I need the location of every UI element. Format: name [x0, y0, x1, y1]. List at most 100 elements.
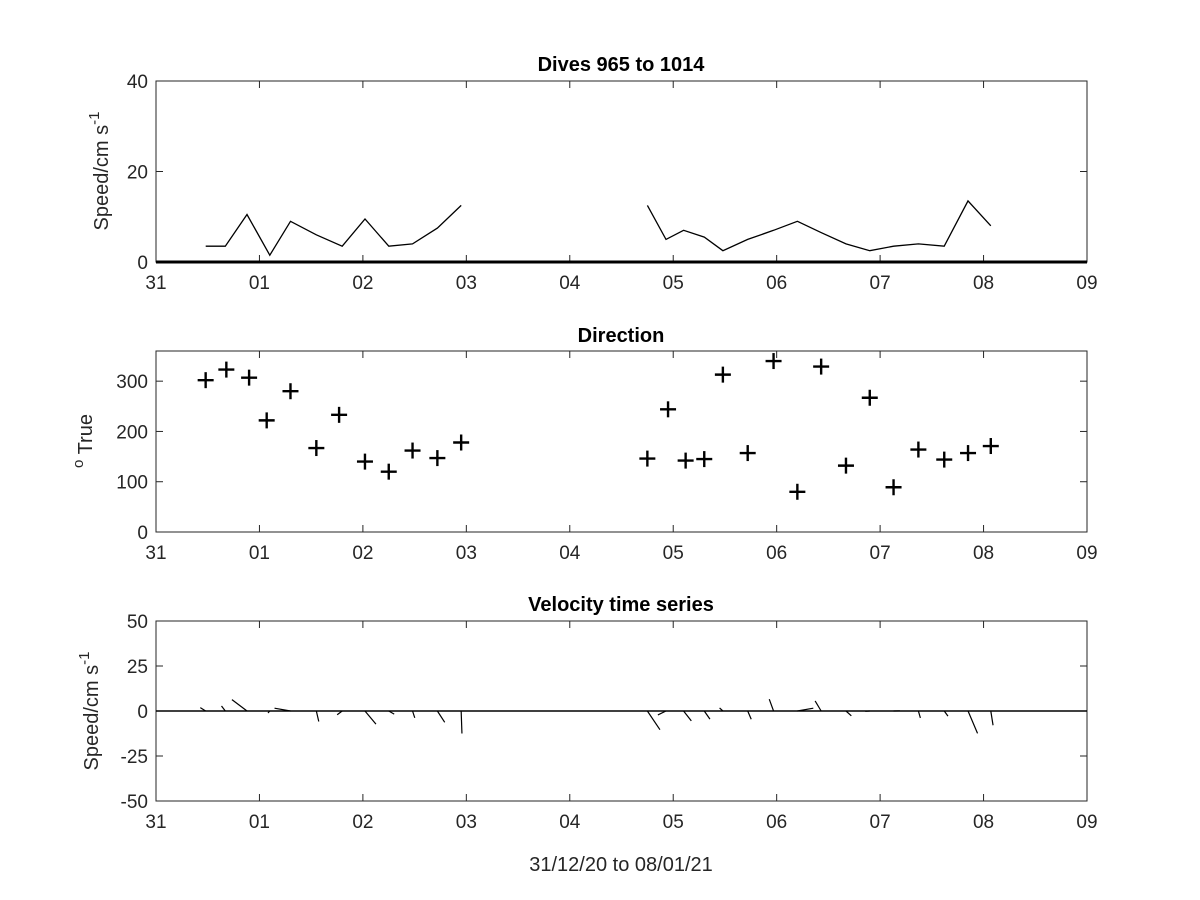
y-tick-label: -50: [121, 792, 148, 813]
speed-series-line: [646, 199, 992, 252]
direction-point: [714, 366, 731, 383]
direction-point: [356, 453, 373, 470]
velocity-stick: [267, 710, 271, 714]
direction-point: [258, 412, 275, 429]
x-tick-label: 09: [1076, 273, 1097, 294]
x-tick-label: 09: [1076, 543, 1097, 564]
direction-panel-title: Direction: [578, 325, 665, 347]
velocity-stick: [845, 710, 852, 717]
y-tick-label: 200: [116, 422, 148, 443]
velocity-x-axis-label: 31/12/20 to 08/01/21: [529, 854, 713, 876]
direction-point: [331, 406, 348, 423]
y-tick-label: 0: [137, 253, 148, 274]
velocity-stick: [199, 707, 206, 712]
speed-panel-title: Dives 965 to 1014: [538, 54, 706, 76]
direction-point: [960, 445, 977, 462]
direction-point: [404, 442, 421, 459]
direction-point: [453, 434, 470, 451]
direction-point: [639, 450, 656, 467]
x-tick-label: 05: [663, 273, 684, 294]
direction-point: [885, 479, 902, 496]
x-tick-label: 03: [456, 543, 477, 564]
x-tick-label: 07: [870, 812, 891, 833]
direction-point: [197, 372, 214, 389]
x-tick-label: 06: [766, 273, 787, 294]
velocity-stick: [814, 700, 822, 712]
x-tick-label: 02: [352, 812, 373, 833]
x-tick-label: 06: [766, 543, 787, 564]
velocity-stick: [967, 710, 979, 734]
speed-y-axis-label: Speed/cm s-1: [86, 112, 113, 231]
x-tick-label: 02: [352, 543, 373, 564]
velocity-stick: [231, 699, 248, 712]
y-tick-label: 25: [127, 657, 148, 678]
x-tick-label: 08: [973, 543, 994, 564]
direction-point: [696, 451, 713, 468]
velocity-stick: [388, 710, 395, 715]
velocity-stick: [460, 710, 463, 734]
direction-point: [282, 383, 299, 400]
x-tick-label: 01: [249, 273, 270, 294]
y-tick-label: 20: [127, 163, 148, 184]
velocity-y-axis-label: Speed/cm s-1: [76, 652, 103, 771]
velocity-stick: [274, 707, 291, 712]
direction-point: [308, 440, 325, 457]
velocity-panel-title: Velocity time series: [528, 594, 714, 616]
x-tick-label: 03: [456, 812, 477, 833]
direction-point: [660, 401, 677, 418]
x-tick-label: 04: [559, 812, 581, 833]
y-tick-label: -25: [121, 747, 148, 768]
velocity-stick: [703, 710, 711, 720]
x-tick-label: 02: [352, 273, 373, 294]
direction-point: [218, 361, 235, 378]
direction-panel: Direction o True 31 01 02 03 04 05 06 07 08 09 0 10…: [70, 325, 1098, 564]
velocity-stick: [917, 710, 921, 719]
x-tick-label: 07: [870, 543, 891, 564]
y-tick-label: 50: [127, 612, 148, 633]
direction-point: [241, 369, 258, 386]
y-tick-label: 40: [127, 72, 148, 93]
velocity-stick: [683, 710, 692, 722]
x-tick-label: 31: [145, 273, 166, 294]
velocity-stick: [646, 710, 661, 730]
x-tick-label: 31: [145, 543, 166, 564]
x-tick-label: 08: [973, 273, 994, 294]
velocity-stick: [436, 710, 446, 723]
direction-y-axis-label: o True: [70, 414, 97, 468]
direction-point: [837, 457, 854, 474]
direction-point: [936, 451, 953, 468]
x-tick-label: 04: [559, 273, 581, 294]
velocity-stick: [797, 707, 814, 712]
direction-point: [813, 358, 830, 375]
direction-point: [861, 389, 878, 406]
velocity-stick: [768, 698, 775, 712]
y-tick-label: 100: [116, 473, 148, 494]
x-tick-label: 03: [456, 273, 477, 294]
velocity-stick: [719, 707, 724, 712]
direction-point: [765, 353, 782, 370]
speed-series-line: [205, 204, 462, 257]
x-tick-label: 31: [145, 812, 166, 833]
velocity-stick: [411, 710, 416, 719]
x-tick-label: 06: [766, 812, 787, 833]
y-tick-label: 0: [137, 702, 148, 723]
x-tick-label: 08: [973, 812, 994, 833]
x-tick-label: 01: [249, 812, 270, 833]
velocity-stick: [336, 710, 343, 716]
velocity-stick: [657, 710, 667, 716]
direction-point: [982, 438, 999, 455]
velocity-stick: [747, 710, 752, 720]
x-tick-label: 04: [559, 543, 581, 564]
x-tick-label: 05: [663, 812, 684, 833]
velocity-stick: [315, 710, 320, 722]
velocity-stick: [221, 705, 226, 712]
direction-point: [739, 445, 756, 462]
speed-axes-frame: [155, 80, 1088, 263]
direction-point: [380, 463, 397, 480]
velocity-panel: Velocity time series Speed/cm s-1 31/12/…: [76, 594, 1098, 876]
x-tick-label: 09: [1076, 812, 1097, 833]
x-tick-label: 05: [663, 543, 684, 564]
direction-point: [910, 441, 927, 458]
x-tick-label: 07: [870, 273, 891, 294]
